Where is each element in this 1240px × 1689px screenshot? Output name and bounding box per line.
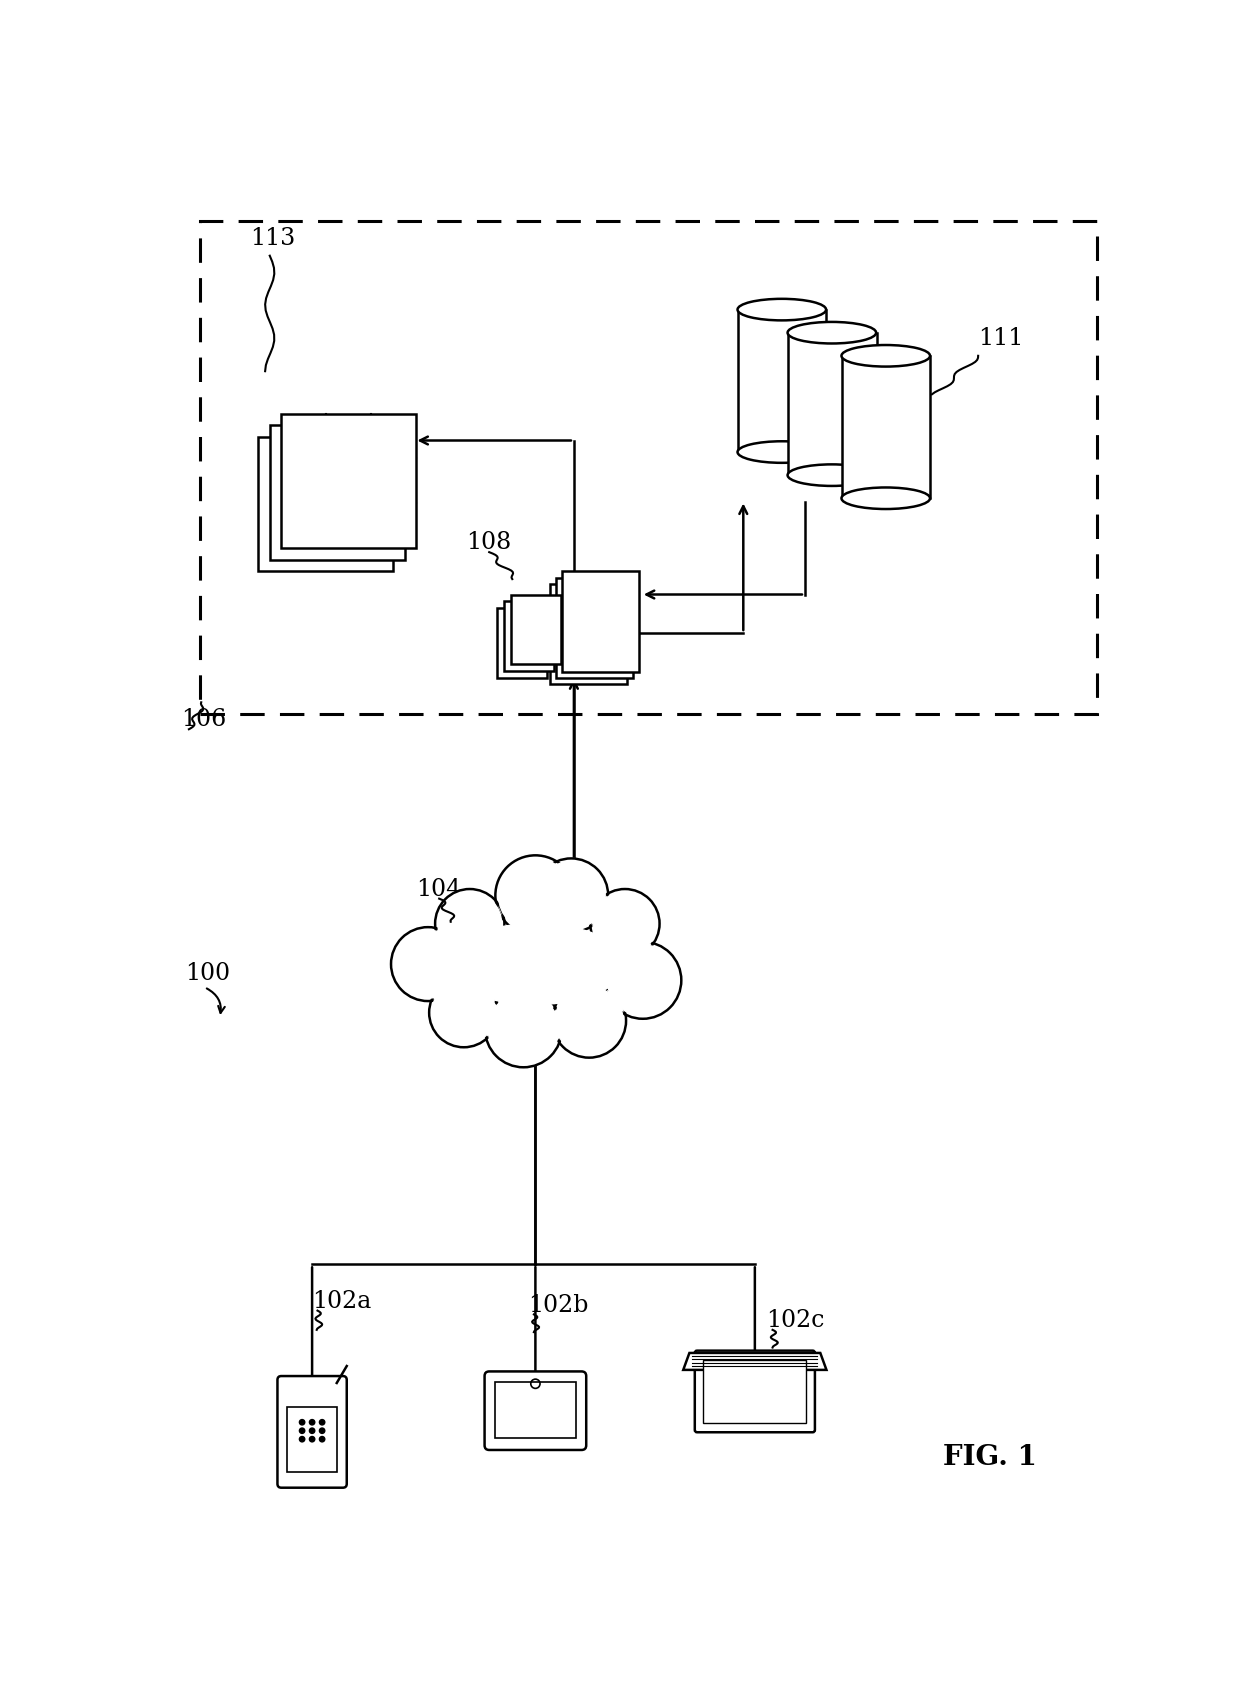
Bar <box>201 221 1097 714</box>
Text: 104: 104 <box>417 877 461 900</box>
Circle shape <box>320 1429 325 1434</box>
Ellipse shape <box>446 924 625 1005</box>
Bar <box>511 595 560 664</box>
Circle shape <box>310 1429 315 1434</box>
Bar <box>557 578 634 679</box>
Bar <box>288 1407 337 1473</box>
Ellipse shape <box>787 323 877 345</box>
Circle shape <box>534 860 608 932</box>
Ellipse shape <box>440 915 631 1013</box>
Text: 108: 108 <box>466 530 511 554</box>
FancyBboxPatch shape <box>694 1351 815 1432</box>
Bar <box>703 1360 806 1424</box>
Text: 102c: 102c <box>766 1309 825 1331</box>
Circle shape <box>391 927 465 1002</box>
Circle shape <box>299 1420 305 1426</box>
Circle shape <box>438 892 502 956</box>
Text: 111: 111 <box>978 328 1023 350</box>
Circle shape <box>489 993 559 1064</box>
Circle shape <box>485 991 562 1067</box>
Circle shape <box>537 861 605 931</box>
Bar <box>495 1382 577 1437</box>
Bar <box>738 311 826 453</box>
Circle shape <box>432 981 496 1045</box>
FancyBboxPatch shape <box>278 1377 347 1488</box>
Bar <box>503 601 554 671</box>
Bar <box>270 426 404 561</box>
Circle shape <box>435 890 505 959</box>
Text: 106: 106 <box>181 708 227 731</box>
Circle shape <box>299 1429 305 1434</box>
Text: 113: 113 <box>250 226 296 250</box>
Circle shape <box>552 985 626 1057</box>
Ellipse shape <box>787 464 877 486</box>
Circle shape <box>299 1437 305 1442</box>
Circle shape <box>590 890 660 959</box>
Ellipse shape <box>738 443 826 463</box>
Circle shape <box>495 856 575 936</box>
Text: 102b: 102b <box>528 1292 588 1316</box>
Circle shape <box>556 986 624 1056</box>
Bar <box>551 584 627 684</box>
Circle shape <box>394 931 463 998</box>
Polygon shape <box>683 1353 826 1370</box>
Circle shape <box>310 1437 315 1442</box>
Bar <box>842 356 930 498</box>
Circle shape <box>429 978 498 1047</box>
Bar <box>258 437 393 573</box>
Bar <box>563 573 640 672</box>
Ellipse shape <box>842 346 930 368</box>
Bar <box>281 414 417 549</box>
Ellipse shape <box>738 299 826 321</box>
Circle shape <box>320 1437 325 1442</box>
Text: 102a: 102a <box>312 1289 371 1312</box>
Ellipse shape <box>842 488 930 510</box>
Circle shape <box>320 1420 325 1426</box>
Text: 100: 100 <box>185 963 231 985</box>
Circle shape <box>593 892 657 956</box>
Bar <box>497 610 547 679</box>
Text: FIG. 1: FIG. 1 <box>942 1444 1037 1471</box>
Circle shape <box>608 946 678 1017</box>
Circle shape <box>310 1420 315 1426</box>
Circle shape <box>604 942 681 1018</box>
FancyBboxPatch shape <box>485 1371 587 1451</box>
Bar <box>787 333 877 476</box>
Circle shape <box>498 860 572 932</box>
